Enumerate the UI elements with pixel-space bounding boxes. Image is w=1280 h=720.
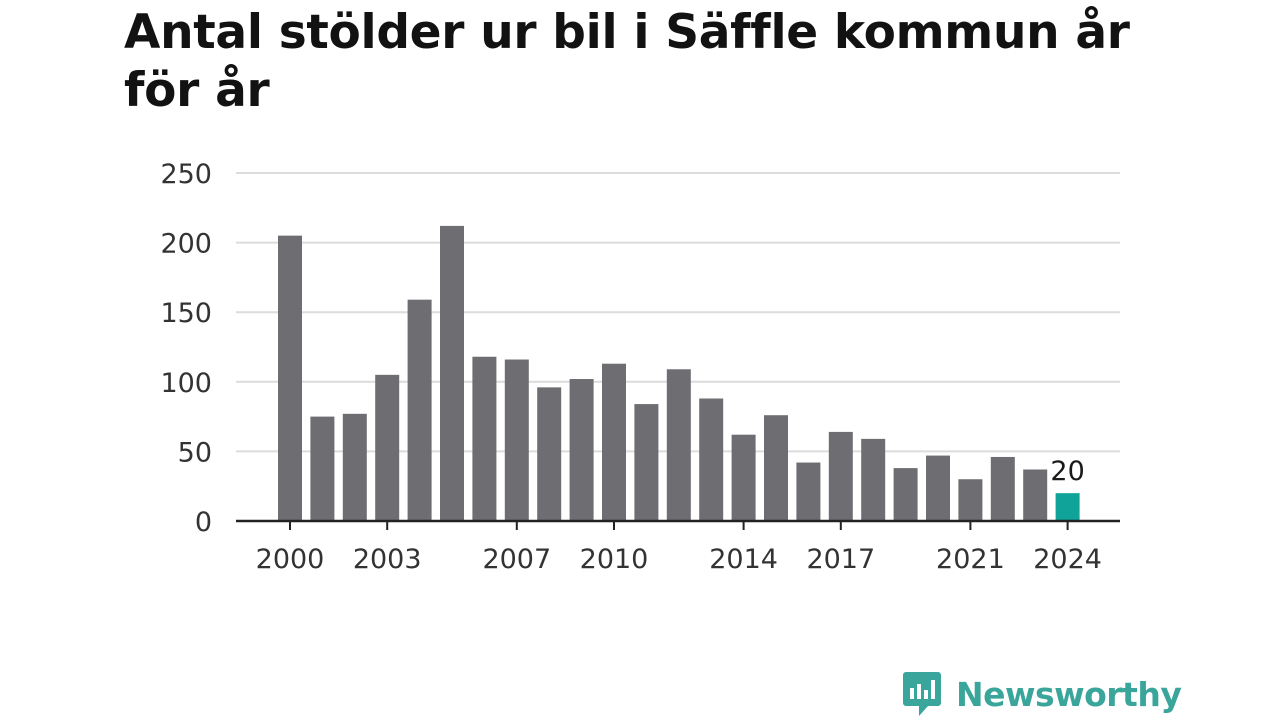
x-tick-label: 2021 [936, 544, 1005, 575]
bar [407, 299, 432, 521]
bar [666, 369, 691, 521]
bar [504, 359, 529, 521]
x-tick-label: 2010 [580, 544, 649, 575]
bar [278, 235, 302, 521]
chart-title: Antal stölder ur bil i Säffle kommun år … [124, 5, 1130, 118]
bar [893, 468, 918, 521]
y-tick-label: 100 [160, 368, 212, 399]
newsworthy-logo-icon [903, 672, 941, 716]
bar [342, 413, 367, 521]
x-tick-label: 2000 [256, 544, 325, 575]
bar [861, 438, 886, 521]
bar [634, 404, 659, 521]
x-tick-label: 2003 [353, 544, 422, 575]
bar [472, 356, 497, 521]
x-tick-label: 2014 [709, 544, 778, 575]
y-tick-label: 0 [195, 507, 212, 538]
x-tick-label: 2017 [806, 544, 875, 575]
x-tick-label: 2007 [482, 544, 551, 575]
data-label: 20 [1050, 456, 1084, 487]
bar [602, 363, 626, 521]
y-tick-label: 50 [178, 437, 212, 468]
bar [990, 456, 1015, 521]
bar [764, 415, 788, 521]
bar-highlight [1055, 493, 1080, 521]
bar [310, 416, 335, 521]
bar [440, 225, 464, 521]
y-tick-label: 200 [160, 229, 212, 260]
bar [796, 462, 821, 521]
bar [1023, 469, 1048, 521]
brand-name: Newsworthy [956, 674, 1182, 714]
bar [569, 379, 594, 521]
bar [958, 479, 983, 521]
bar [537, 387, 562, 521]
x-tick-label: 2024 [1033, 544, 1102, 575]
bar [926, 455, 950, 521]
y-tick-label: 250 [160, 159, 212, 190]
y-tick-label: 150 [160, 298, 212, 329]
bar [375, 374, 400, 521]
newsworthy-brand: Newsworthy [902, 670, 1182, 718]
bar [699, 398, 724, 521]
bar [731, 434, 756, 521]
bar [828, 431, 853, 521]
